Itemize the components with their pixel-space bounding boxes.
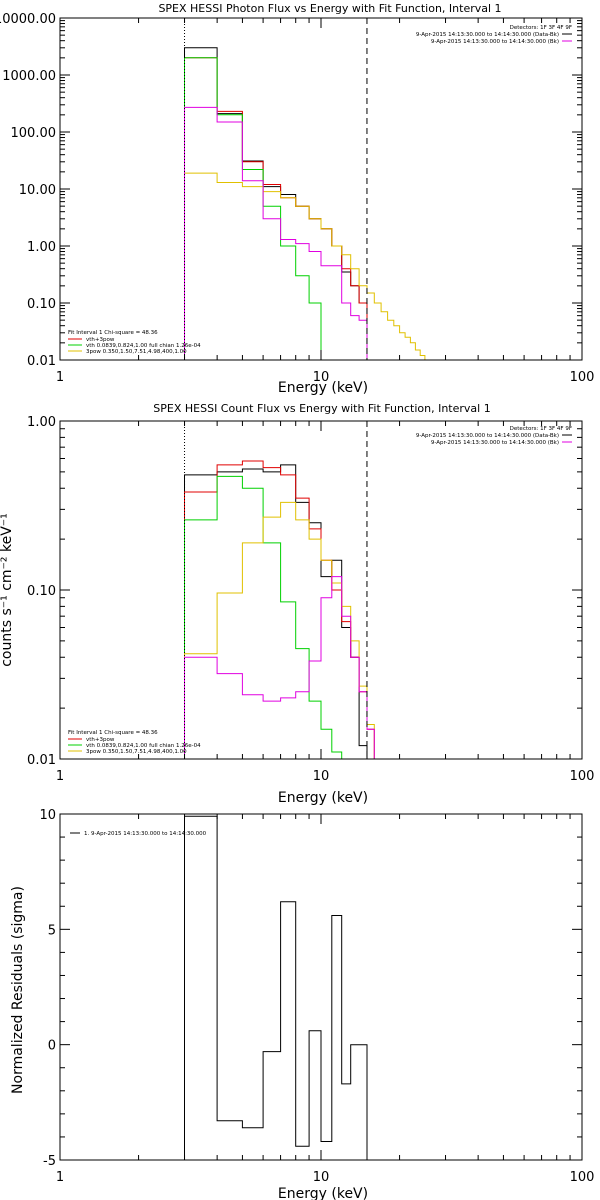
count-xtick-label: 1 (56, 769, 64, 784)
residuals-panel: -5 0 5 10 1 10 100 Energy (keV) Normalized Re… (10, 808, 594, 1200)
count-legend-bottom-left: Fit Interval 1 Chi-square = 48.36 vth+3p… (68, 730, 201, 755)
photon-series-4-line (184, 106, 368, 360)
residuals-legend: 1. 9-Apr-2015 14:13:30.000 to 14:14:30.0… (70, 831, 207, 837)
count-xtick-label: 100 (570, 769, 595, 784)
photon-legend-label-3pow: 3pow 0.350,1.50,7.51,4.98,400,1.00 (86, 349, 187, 355)
photon-legend-label-total: vth+3pow (86, 337, 115, 343)
photon-ytick-label: 100.00 (11, 126, 57, 141)
photon-xlabel: Energy (keV) (278, 380, 368, 396)
count-panel: SPEX HESSI Count Flux vs Energy with Fit… (0, 402, 594, 806)
photon-xtick-label: 100 (570, 370, 595, 385)
residuals-legend-label: 1. 9-Apr-2015 14:13:30.000 to 14:14:30.0… (84, 831, 207, 837)
residuals-series-layer (184, 815, 368, 1160)
residuals-ylabel: Normalized Residuals (sigma) (10, 886, 26, 1094)
photon-vline-layer (184, 18, 368, 360)
count-x-ticks: 1 10 100 (56, 421, 595, 784)
count-title: SPEX HESSI Count Flux vs Energy with Fit… (153, 402, 490, 415)
photon-series-layer (184, 47, 430, 361)
count-detectors-text: Detectors: 1F 3F 4F 9F (510, 426, 572, 432)
photon-fit-text: Fit Interval 1 Chi-square = 48.36 (68, 330, 158, 336)
photon-ytick-label: 10.00 (19, 183, 56, 198)
count-vline-layer (184, 421, 368, 759)
count-ylabel: counts s⁻¹ cm⁻² keV⁻¹ (0, 513, 15, 667)
count-legend-label-3pow: 3pow 0.350,1.50,7.51,4.98,400,1.00 (86, 749, 187, 755)
residuals-xlabel: Energy (keV) (278, 1186, 368, 1200)
count-xlabel: Energy (keV) (278, 790, 368, 806)
count-y-ticks: 0.01 0.10 1.00 (27, 415, 582, 768)
count-ytick-label: 1.00 (27, 415, 56, 430)
photon-series-3-line (184, 172, 430, 361)
photon-ytick-label: 0.10 (27, 297, 56, 312)
count-ytick-label: 0.10 (27, 584, 56, 599)
residuals-xtick-label: 10 (313, 1170, 330, 1185)
count-series-3-line (184, 501, 382, 760)
photon-ytick-label: 1.00 (27, 240, 56, 255)
residuals-ytick-label: 5 (48, 923, 56, 938)
count-legend-label-data: 9-Apr-2015 14:13:30.000 to 14:14:30.000 … (416, 433, 559, 439)
residuals-xtick-label: 100 (570, 1170, 595, 1185)
count-series-layer (184, 460, 382, 760)
photon-xtick-label: 1 (56, 370, 64, 385)
photon-x-ticks: 1 10 100 (56, 18, 595, 385)
photon-ytick-label: 10000.00 (0, 12, 56, 27)
photon-legend-label-bk: 9-Apr-2015 14:13:30.000 to 14:14:30.000 … (431, 39, 559, 45)
count-legend-top-right: Detectors: 1F 3F 4F 9F 9-Apr-2015 14:13:… (416, 426, 572, 446)
photon-xtick-label: 10 (313, 370, 330, 385)
photon-legend-bottom-left: Fit Interval 1 Chi-square = 48.36 vth+3p… (68, 330, 201, 355)
count-legend-label-vth: vth 0.0839,0.824,1.00 full chian 1.26e-0… (86, 743, 201, 749)
count-legend-label-total: vth+3pow (86, 737, 115, 743)
photon-legend-top-right: Detectors: 1F 3F 4F 9F 9-Apr-2015 14:13:… (416, 25, 572, 45)
photon-detectors-text: Detectors: 1F 3F 4F 9F (510, 25, 572, 31)
count-ytick-label: 0.01 (27, 753, 56, 768)
count-xtick-label: 10 (313, 769, 330, 784)
photon-title: SPEX HESSI Photon Flux vs Energy with Fi… (158, 2, 501, 15)
residuals-ytick-label: 10 (39, 808, 56, 823)
residuals-series-0-line (184, 815, 368, 1160)
photon-ytick-label: 1000.00 (2, 69, 56, 84)
residuals-ytick-label: 0 (48, 1039, 56, 1054)
photon-y-ticks: 0.01 0.10 1.00 10.00 100.00 1000.00 10000.00 (0, 12, 582, 369)
residuals-ytick-label: -5 (43, 1154, 56, 1169)
photon-series-2-line (184, 57, 322, 360)
count-legend-label-bk: 9-Apr-2015 14:13:30.000 to 14:14:30.000 … (431, 440, 559, 446)
photon-legend-label-data: 9-Apr-2015 14:13:30.000 to 14:14:30.000 … (416, 32, 559, 38)
count-fit-text: Fit Interval 1 Chi-square = 48.36 (68, 730, 158, 736)
residuals-y-ticks: -5 0 5 10 (39, 808, 582, 1169)
photon-legend-label-vth: vth 0.0839,0.824,1.00 full chian 1.26e-0… (86, 343, 201, 349)
photon-panel: SPEX HESSI Photon Flux vs Energy with Fi… (0, 2, 594, 396)
residuals-xtick-label: 1 (56, 1170, 64, 1185)
count-series-2-line (184, 475, 351, 760)
count-series-4-line (184, 576, 375, 759)
photon-ytick-label: 0.01 (27, 354, 56, 369)
residuals-x-ticks: 1 10 100 (56, 814, 595, 1185)
